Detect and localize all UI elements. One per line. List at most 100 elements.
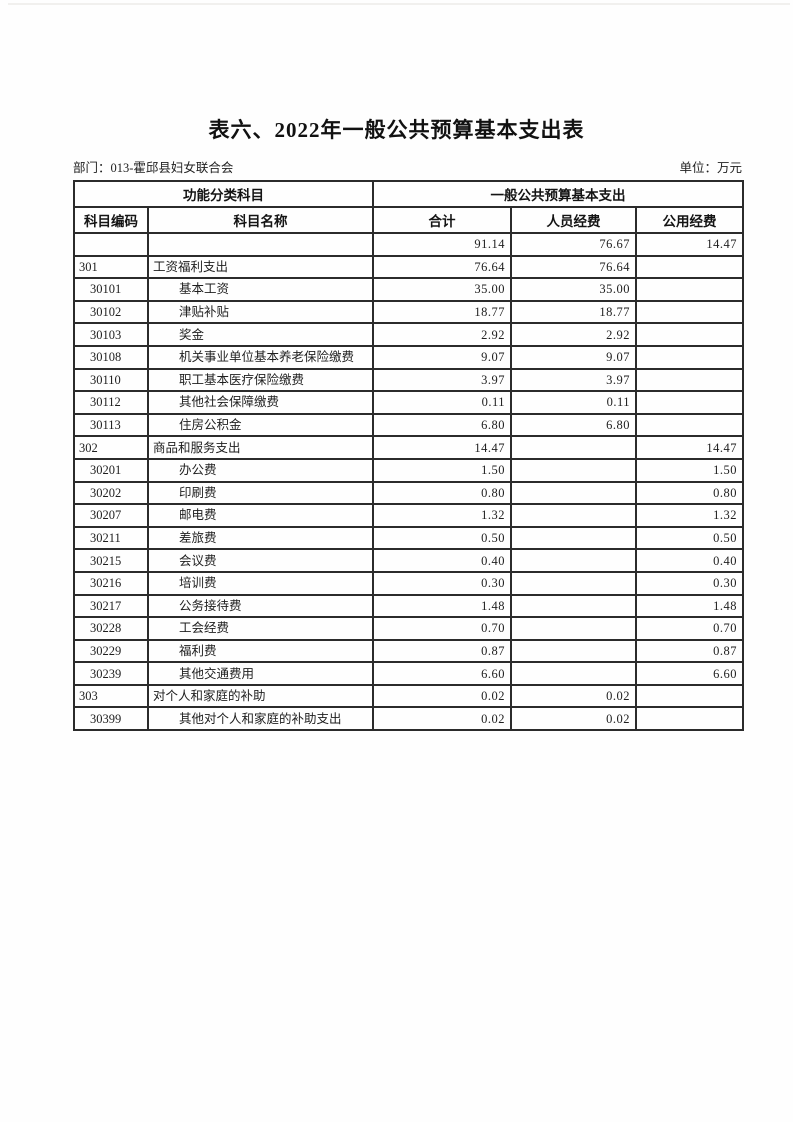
cell-subject-name: 培训费 — [147, 570, 374, 596]
cell-total: 0.40 — [372, 548, 512, 573]
cell-subject-name: 差旅费 — [147, 525, 374, 551]
cell-subject-name: 福利费 — [147, 638, 374, 664]
column-header-code: 科目编码 — [73, 206, 149, 234]
cell-public-funds: 0.70 — [635, 616, 744, 641]
cell-total: 2.92 — [372, 322, 512, 347]
table-row: 303 对个人和家庭的补助 0.02 0.02 — [73, 683, 744, 709]
cell-public-funds: 0.87 — [635, 638, 744, 664]
cell-personnel-funds — [510, 525, 637, 551]
column-header-public: 公用经费 — [635, 206, 744, 234]
cell-subject-code: 303 — [73, 683, 149, 709]
cell-subject-name: 基本工资 — [147, 277, 374, 302]
cell-total: 1.32 — [372, 503, 512, 528]
cell-public-funds — [635, 277, 744, 302]
cell-personnel-funds: 18.77 — [510, 299, 637, 325]
table-row: 30101 基本工资 35.00 35.00 — [73, 277, 744, 302]
cell-subject-name: 商品和服务支出 — [147, 435, 374, 460]
table-row: 30399 其他对个人和家庭的补助支出 0.02 0.02 — [73, 706, 744, 732]
cell-subject-code: 30102 — [73, 299, 149, 325]
unit-label: 单位：万元 — [679, 161, 742, 175]
cell-subject-name: 其他对个人和家庭的补助支出 — [147, 706, 374, 732]
table-row: 30103 奖金 2.92 2.92 — [73, 322, 744, 347]
cell-personnel-funds — [510, 435, 637, 460]
table-row: 30112 其他社会保障缴费 0.11 0.11 — [73, 390, 744, 415]
cell-total: 14.47 — [372, 435, 512, 460]
table-row: 30229 福利费 0.87 0.87 — [73, 638, 744, 664]
column-header-row: 科目编码 科目名称 合计 人员经费 公用经费 — [73, 206, 744, 234]
cell-total: 0.70 — [372, 616, 512, 641]
cell-total: 0.80 — [372, 480, 512, 506]
cell-total: 6.80 — [372, 412, 512, 438]
cell-personnel-funds — [510, 548, 637, 573]
cell-personnel-funds — [510, 661, 637, 686]
column-header-total: 合计 — [372, 206, 512, 234]
cell-subject-code: 30399 — [73, 706, 149, 732]
cell-subject-code: 30101 — [73, 277, 149, 302]
table-row: 30202 印刷费 0.80 0.80 — [73, 480, 744, 506]
cell-public-funds — [635, 254, 744, 280]
table-row: 30102 津贴补贴 18.77 18.77 — [73, 299, 744, 325]
table-row: 30113 住房公积金 6.80 6.80 — [73, 412, 744, 438]
cell-public-funds: 0.40 — [635, 548, 744, 573]
cell-personnel-funds — [510, 503, 637, 528]
cell-total: 0.30 — [372, 570, 512, 596]
cell-personnel-funds: 2.92 — [510, 322, 637, 347]
page-title: 表六、2022年一般公共预算基本支出表 — [208, 118, 585, 142]
cell-subject-code: 30202 — [73, 480, 149, 506]
cell-subject-name: 机关事业单位基本养老保险缴费 — [147, 344, 374, 370]
cell-subject-code: 30110 — [73, 367, 149, 393]
cell-subject-code: 30239 — [73, 661, 149, 686]
cell-personnel-funds — [510, 480, 637, 506]
column-header-personnel: 人员经费 — [510, 206, 637, 234]
table-row: 30216 培训费 0.30 0.30 — [73, 570, 744, 596]
cell-public-funds: 14.47 — [635, 232, 744, 257]
table-row: 91.14 76.67 14.47 — [73, 232, 744, 257]
cell-subject-name: 工会经费 — [147, 616, 374, 641]
cell-subject-code: 30229 — [73, 638, 149, 664]
cell-personnel-funds: 0.11 — [510, 390, 637, 415]
scan-artifact-line — [8, 3, 790, 5]
table-row: 30215 会议费 0.40 0.40 — [73, 548, 744, 573]
cell-subject-code: 30207 — [73, 503, 149, 528]
table-row: 30201 办公费 1.50 1.50 — [73, 457, 744, 483]
cell-public-funds — [635, 367, 744, 393]
cell-personnel-funds: 6.80 — [510, 412, 637, 438]
cell-total: 1.48 — [372, 593, 512, 619]
table-row: 30207 邮电费 1.32 1.32 — [73, 503, 744, 528]
cell-total: 0.02 — [372, 706, 512, 732]
cell-subject-name: 其他交通费用 — [147, 661, 374, 686]
cell-personnel-funds: 0.02 — [510, 683, 637, 709]
cell-total: 0.87 — [372, 638, 512, 664]
cell-public-funds: 6.60 — [635, 661, 744, 686]
cell-public-funds — [635, 390, 744, 415]
cell-public-funds — [635, 412, 744, 438]
cell-subject-code: 30228 — [73, 616, 149, 641]
cell-subject-name: 邮电费 — [147, 503, 374, 528]
table-row: 30110 职工基本医疗保险缴费 3.97 3.97 — [73, 367, 744, 393]
cell-subject-name: 办公费 — [147, 457, 374, 483]
cell-subject-name: 印刷费 — [147, 480, 374, 506]
cell-subject-name: 奖金 — [147, 322, 374, 347]
cell-public-funds — [635, 322, 744, 347]
cell-subject-code: 30216 — [73, 570, 149, 596]
cell-subject-name: 其他社会保障缴费 — [147, 390, 374, 415]
cell-personnel-funds: 9.07 — [510, 344, 637, 370]
cell-total: 18.77 — [372, 299, 512, 325]
cell-public-funds — [635, 683, 744, 709]
cell-subject-name: 工资福利支出 — [147, 254, 374, 280]
cell-public-funds — [635, 344, 744, 370]
department-label: 部门：013-霍邱县妇女联合会 — [73, 161, 234, 175]
cell-subject-name: 职工基本医疗保险缴费 — [147, 367, 374, 393]
table-row: 302 商品和服务支出 14.47 14.47 — [73, 435, 744, 460]
table-row: 30211 差旅费 0.50 0.50 — [73, 525, 744, 551]
cell-subject-code: 30112 — [73, 390, 149, 415]
cell-personnel-funds — [510, 616, 637, 641]
cell-subject-name: 津贴补贴 — [147, 299, 374, 325]
cell-public-funds — [635, 706, 744, 732]
cell-total: 6.60 — [372, 661, 512, 686]
cell-subject-name: 公务接待费 — [147, 593, 374, 619]
budget-table-body: 91.14 76.67 14.47 301 工资福利支出 76.64 76.64 30101 基… — [73, 232, 744, 732]
cell-subject-code: 30211 — [73, 525, 149, 551]
table-row: 30239 其他交通费用 6.60 6.60 — [73, 661, 744, 686]
